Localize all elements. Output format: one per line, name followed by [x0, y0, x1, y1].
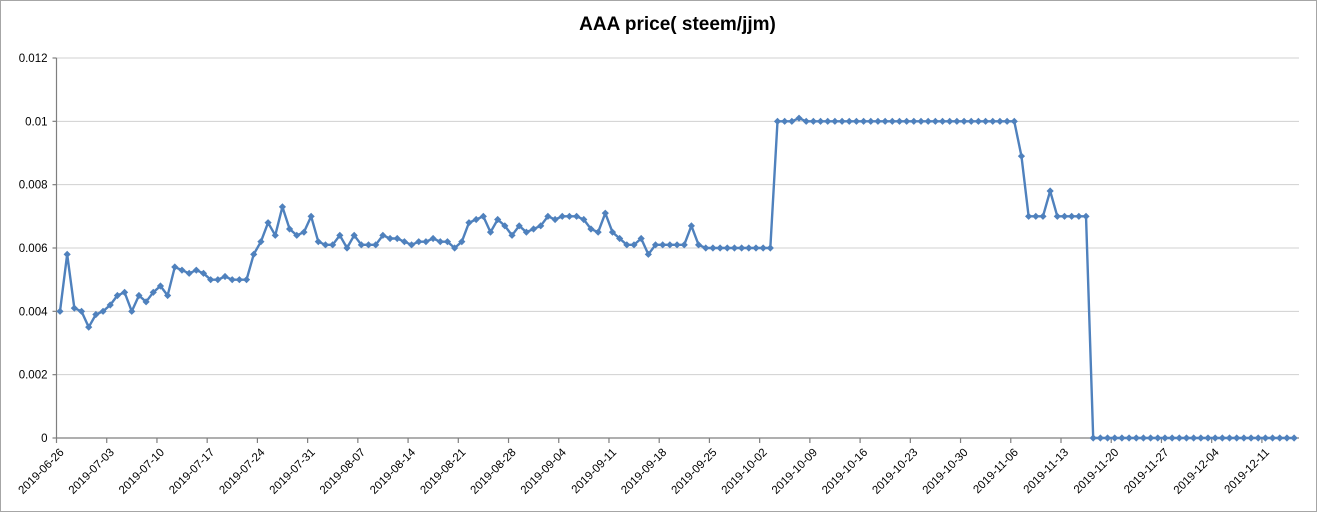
x-tick-label: 2019-10-16 — [820, 447, 870, 497]
chart-title: AAA price( steem/jjm) — [579, 14, 776, 35]
x-tick-label: 2019-10-02 — [720, 447, 770, 497]
x-tick-label: 2019-07-17 — [167, 447, 217, 497]
x-tick-label: 2019-11-06 — [971, 447, 1020, 496]
x-tick-label: 2019-08-21 — [418, 447, 468, 497]
x-tick-label: 2019-12-11 — [1223, 447, 1272, 496]
y-tick-label: 0.004 — [19, 306, 48, 318]
y-axis-ticks-and-labels: 0 0.002 0.004 0.006 0.008 0.01 0.012 — [19, 53, 57, 445]
y-tick-label: 0.002 — [19, 370, 48, 382]
x-tick-label: 2019-11-20 — [1072, 447, 1121, 496]
y-tick-label: 0.008 — [19, 180, 48, 192]
x-tick-label: 2019-12-04 — [1172, 446, 1223, 497]
x-tick-label: 2019-07-24 — [217, 446, 268, 497]
y-tick-label: 0 — [41, 433, 47, 445]
x-tick-label: 2019-11-13 — [1022, 447, 1071, 496]
x-tick-label: 2019-08-28 — [469, 447, 519, 497]
y-tick-label: 0.01 — [25, 116, 47, 128]
x-tick-label: 2019-10-09 — [770, 447, 820, 497]
x-tick-label: 2019-09-11 — [570, 447, 619, 496]
x-tick-label: 2019-06-26 — [17, 447, 67, 497]
x-tick-label: 2019-07-10 — [117, 447, 167, 497]
series-aaa-price — [56, 114, 1298, 442]
x-tick-label: 2019-09-18 — [619, 447, 669, 497]
x-tick-label: 2019-10-23 — [870, 447, 920, 497]
y-gridlines — [56, 57, 1299, 376]
x-tick-label: 2019-08-14 — [368, 446, 419, 497]
x-tick-label: 2019-07-31 — [268, 447, 318, 497]
x-tick-label: 2019-10-30 — [921, 447, 971, 497]
x-tick-label: 2019-11-27 — [1122, 447, 1171, 496]
x-axis-ticks-and-labels: 2019-06-26 2019-07-03 2019-07-10 2019-07-17… — [17, 438, 1272, 497]
x-tick-label: 2019-07-03 — [67, 447, 117, 497]
x-tick-label: 2019-09-25 — [669, 447, 719, 497]
series-markers — [56, 114, 1298, 442]
y-tick-label: 0.012 — [19, 53, 48, 65]
x-tick-label: 2019-08-07 — [318, 447, 368, 497]
y-tick-label: 0.006 — [19, 243, 48, 255]
x-tick-label: 2019-09-04 — [519, 446, 570, 497]
